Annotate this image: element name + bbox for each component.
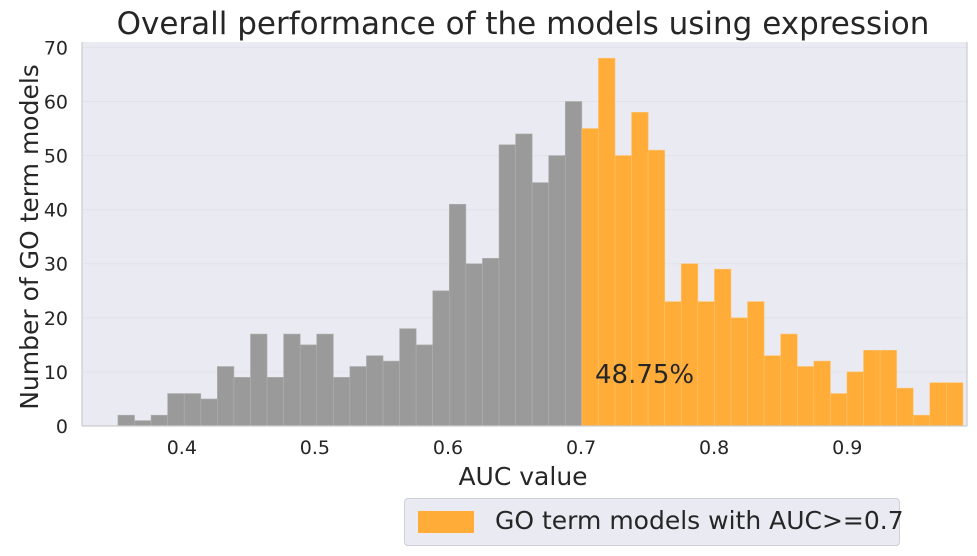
histogram-bar — [747, 301, 765, 427]
histogram-bar — [813, 360, 831, 427]
histogram-bar — [912, 414, 931, 427]
histogram-bar — [366, 355, 384, 427]
x-tick-label: 0.6 — [433, 437, 463, 459]
y-tick-label: 30 — [44, 254, 68, 276]
histogram-bar — [730, 317, 748, 427]
axes — [81, 42, 968, 427]
histogram-bar — [283, 333, 301, 427]
histogram-bar — [714, 268, 732, 427]
histogram-bar — [333, 377, 351, 427]
y-tick-label: 20 — [44, 308, 68, 330]
histogram-bar — [134, 420, 152, 427]
bars — [117, 57, 964, 427]
histogram-bar — [515, 133, 533, 427]
y-tick-label: 70 — [44, 37, 68, 59]
histogram-bar — [780, 333, 798, 427]
histogram-bar — [415, 344, 434, 427]
histogram-bar — [382, 360, 400, 427]
histogram-bar — [349, 366, 367, 427]
chart-title: Overall performance of the models using … — [117, 6, 930, 42]
histogram-bar — [564, 101, 583, 427]
legend-label: GO term models with AUC>=0.7 — [495, 506, 904, 535]
histogram-bar — [846, 371, 864, 427]
histogram-bar — [482, 258, 500, 427]
histogram-bar — [498, 144, 516, 427]
histogram-bar — [200, 398, 218, 427]
y-tick-label: 40 — [44, 200, 68, 222]
histogram-bar — [233, 377, 251, 427]
y-axis-label: Number of GO term models — [15, 64, 44, 410]
x-tick-label: 0.8 — [699, 437, 729, 459]
histogram-bar — [763, 355, 781, 427]
y-tick-label: 10 — [44, 362, 68, 384]
histogram-bar — [946, 382, 964, 427]
histogram-bar — [399, 328, 417, 427]
histogram-bar — [465, 263, 483, 427]
legend-swatch — [418, 511, 474, 533]
histogram-bar — [167, 393, 185, 427]
histogram-bar — [879, 349, 897, 427]
histogram-bar — [830, 393, 848, 427]
histogram-bar — [796, 366, 815, 427]
histogram-bar — [929, 382, 947, 427]
x-tick-label: 0.7 — [566, 437, 596, 459]
histogram-bar — [531, 182, 550, 427]
y-tick-label: 50 — [44, 146, 68, 168]
histogram-bar — [117, 414, 135, 427]
histogram-bar — [217, 366, 235, 427]
histogram-bar — [680, 263, 699, 427]
histogram-bar — [299, 344, 318, 427]
x-axis-label: AUC value — [458, 462, 587, 491]
histogram-bar — [316, 333, 334, 427]
histogram-bar — [896, 387, 914, 427]
histogram-bar — [697, 301, 715, 427]
histogram-bar — [432, 290, 450, 427]
x-tick-label: 0.9 — [832, 437, 862, 459]
x-tick-label: 0.4 — [167, 437, 197, 459]
percentage-annotation: 48.75% — [595, 360, 694, 390]
histogram-bar — [266, 377, 284, 427]
histogram-bar — [250, 333, 268, 427]
histogram-bar — [150, 414, 168, 427]
histogram-bar — [548, 155, 566, 427]
legend: GO term models with AUC>=0.7 — [404, 498, 904, 546]
y-tick-label: 0 — [56, 416, 68, 438]
ticks: 0.4 0.5 0.6 0.7 0.8 0.9 0 10 20 30 40 50 60 70 — [44, 37, 863, 459]
histogram-bar — [863, 349, 881, 427]
histogram-bar — [183, 393, 202, 427]
x-tick-label: 0.5 — [300, 437, 330, 459]
y-tick-label: 60 — [44, 91, 68, 113]
histogram-bar — [449, 203, 467, 427]
